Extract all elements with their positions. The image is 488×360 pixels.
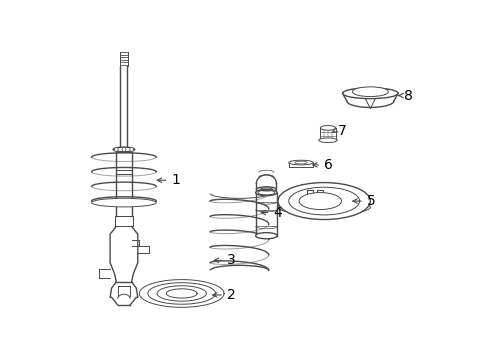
Ellipse shape [113,147,135,152]
Ellipse shape [255,233,277,239]
Ellipse shape [299,193,341,210]
Text: 2: 2 [226,288,235,302]
Circle shape [122,148,125,152]
Ellipse shape [255,189,277,195]
Text: 4: 4 [273,206,282,220]
Text: 1: 1 [171,173,180,187]
Text: 7: 7 [337,124,346,138]
Ellipse shape [256,187,276,192]
Ellipse shape [277,183,369,220]
Ellipse shape [91,198,156,207]
Text: 5: 5 [366,194,375,208]
Circle shape [129,148,133,152]
Text: 6: 6 [324,158,332,172]
Ellipse shape [352,87,387,96]
Text: 3: 3 [226,253,235,267]
Circle shape [114,148,118,152]
Text: 8: 8 [404,89,412,103]
Ellipse shape [320,126,335,130]
Ellipse shape [318,138,337,143]
Ellipse shape [277,199,369,215]
Ellipse shape [342,88,397,99]
Ellipse shape [288,160,313,165]
